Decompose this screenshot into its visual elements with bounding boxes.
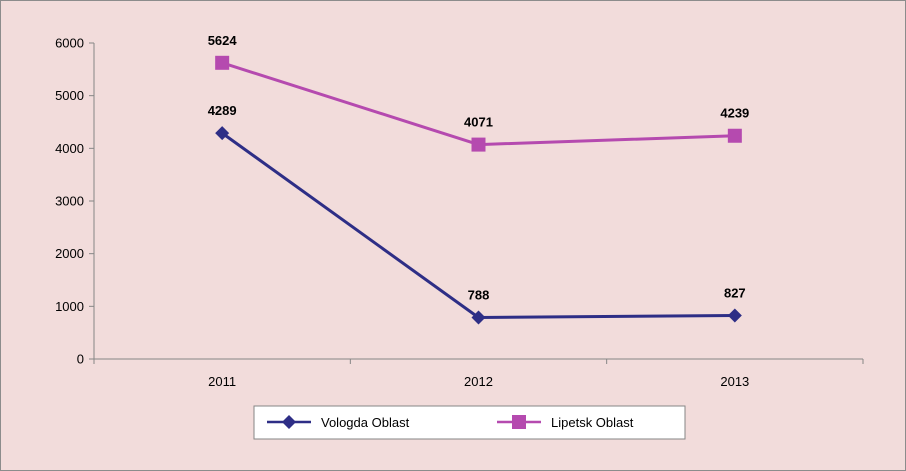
data-label: 5624	[208, 33, 238, 48]
data-point	[727, 128, 742, 143]
y-tick-label: 3000	[55, 194, 84, 209]
legend-label: Vologda Oblast	[321, 415, 410, 430]
data-label: 4289	[208, 103, 237, 118]
legend-item: Vologda Oblast	[267, 415, 410, 430]
series-line	[221, 61, 735, 147]
data-point	[471, 310, 486, 325]
data-point	[215, 126, 230, 141]
legend-item: Lipetsk Oblast	[497, 415, 634, 430]
y-tick-label: 2000	[55, 246, 84, 261]
legend-marker	[282, 415, 296, 429]
y-axis-ticks: 0 1000 2000 3000 4000 5000 6000	[55, 36, 94, 367]
y-tick-label: 5000	[55, 88, 84, 103]
series-layer: 4289 788 827 5624 4071 4239	[208, 33, 749, 325]
data-label: 788	[468, 287, 490, 302]
legend-label: Lipetsk Oblast	[551, 415, 634, 430]
y-tick-label: 0	[77, 352, 84, 367]
x-tick-label: 2013	[720, 374, 749, 389]
data-point	[471, 137, 486, 152]
x-tick-label: 2011	[208, 374, 236, 389]
data-point	[727, 308, 742, 323]
y-tick-label: 4000	[55, 141, 84, 156]
data-label: 827	[724, 285, 746, 300]
series-lipetsk: 5624 4071 4239	[208, 33, 749, 152]
y-tick-label: 6000	[55, 36, 84, 51]
data-label: 4071	[464, 115, 493, 130]
legend-marker	[512, 415, 526, 429]
legend-box	[253, 405, 686, 440]
y-tick-label: 1000	[55, 299, 84, 314]
series-vologda: 4289 788 827	[208, 103, 746, 325]
x-axis-ticks: 2011 2012 2013	[93, 359, 864, 389]
data-label: 4239	[720, 106, 749, 121]
data-point	[215, 55, 230, 70]
x-tick-label: 2012	[464, 374, 493, 389]
legend: Vologda Oblast Lipetsk Oblast	[253, 405, 686, 440]
